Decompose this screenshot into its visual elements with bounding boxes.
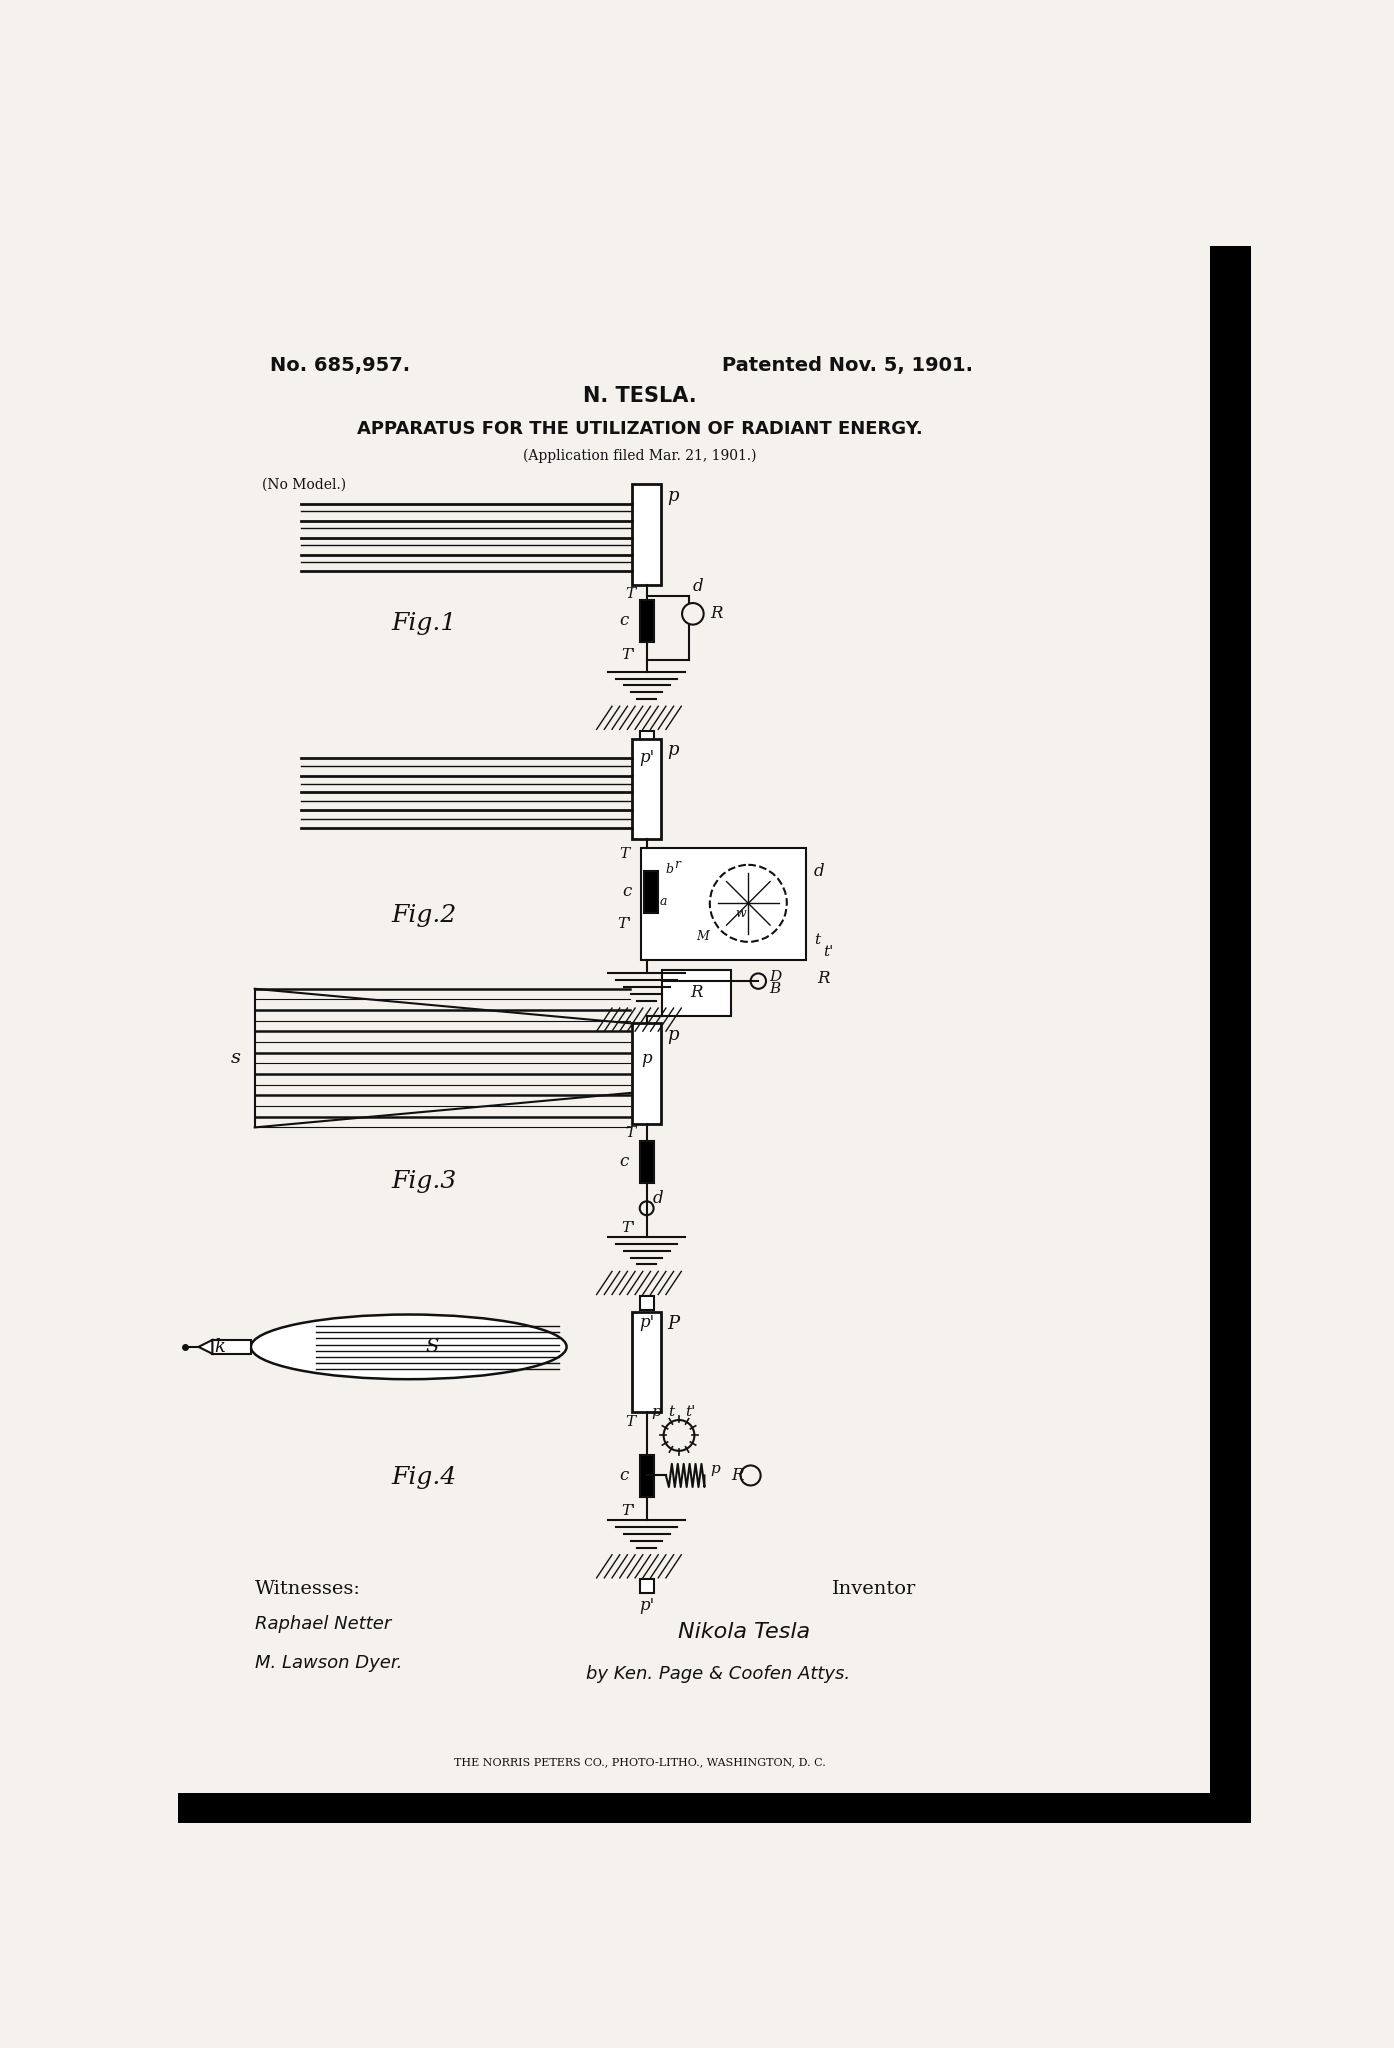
Bar xyxy=(640,1296,654,1311)
Text: Witnesses:: Witnesses: xyxy=(255,1581,361,1597)
Text: S: S xyxy=(425,1337,439,1356)
Text: p: p xyxy=(641,1051,652,1067)
Text: APPARATUS FOR THE UTILIZATION OF RADIANT ENERGY.: APPARATUS FOR THE UTILIZATION OF RADIANT… xyxy=(357,420,923,438)
Text: Nikola Tesla: Nikola Tesla xyxy=(679,1622,810,1642)
Text: (Application filed Mar. 21, 1901.): (Application filed Mar. 21, 1901.) xyxy=(523,449,757,463)
Text: (No Model.): (No Model.) xyxy=(262,477,347,492)
Text: T': T' xyxy=(618,918,631,932)
Text: p': p' xyxy=(638,748,654,766)
Text: p: p xyxy=(668,741,679,760)
Text: r: r xyxy=(675,858,680,870)
Bar xyxy=(640,1141,654,1184)
Text: Fig.4: Fig.4 xyxy=(392,1466,457,1489)
Text: c: c xyxy=(620,1153,629,1169)
Text: P: P xyxy=(668,1315,680,1333)
Text: Fig.1: Fig.1 xyxy=(392,612,457,635)
Text: t': t' xyxy=(686,1405,696,1419)
Bar xyxy=(631,1313,661,1413)
Text: w: w xyxy=(735,907,746,920)
Polygon shape xyxy=(198,1339,212,1354)
Text: T': T' xyxy=(622,1503,636,1518)
Text: a: a xyxy=(659,895,668,909)
Text: T: T xyxy=(626,1126,636,1141)
Text: B: B xyxy=(769,981,781,995)
Bar xyxy=(662,969,732,1016)
Text: D: D xyxy=(769,971,782,985)
Bar xyxy=(178,1794,1252,1833)
Text: d: d xyxy=(693,578,704,594)
Bar xyxy=(212,1339,251,1354)
Bar xyxy=(640,848,806,961)
Text: k: k xyxy=(215,1337,226,1356)
Text: p: p xyxy=(668,487,679,506)
Bar xyxy=(640,1579,654,1593)
Text: by Ken. Page & Coofen Attys.: by Ken. Page & Coofen Attys. xyxy=(585,1665,850,1683)
Text: c: c xyxy=(620,612,629,629)
Text: Patented Nov. 5, 1901.: Patented Nov. 5, 1901. xyxy=(722,356,973,375)
Bar xyxy=(640,1454,654,1497)
Text: p: p xyxy=(668,1026,679,1044)
Ellipse shape xyxy=(251,1315,566,1378)
Text: p: p xyxy=(711,1462,721,1477)
Text: d: d xyxy=(652,1190,664,1206)
Text: p': p' xyxy=(638,1313,654,1331)
Text: R: R xyxy=(818,971,829,987)
Text: R: R xyxy=(732,1466,744,1485)
Text: R: R xyxy=(690,985,703,1001)
Text: t: t xyxy=(668,1405,675,1419)
Text: THE NORRIS PETERS CO., PHOTO-LITHO., WASHINGTON, D. C.: THE NORRIS PETERS CO., PHOTO-LITHO., WAS… xyxy=(454,1757,825,1767)
Text: d: d xyxy=(814,862,824,879)
Text: N. TESLA.: N. TESLA. xyxy=(583,385,697,406)
Bar xyxy=(644,870,658,913)
Bar xyxy=(631,1024,661,1124)
Text: b: b xyxy=(666,862,673,877)
Bar xyxy=(631,485,661,584)
Bar xyxy=(631,739,661,840)
Text: T: T xyxy=(626,588,636,600)
Text: T': T' xyxy=(622,647,636,662)
Text: c: c xyxy=(623,883,631,901)
Text: T': T' xyxy=(622,1221,636,1235)
Text: No. 685,957.: No. 685,957. xyxy=(270,356,410,375)
Text: R: R xyxy=(710,606,722,623)
Bar xyxy=(1210,246,1256,1823)
Text: p: p xyxy=(651,1405,661,1419)
Text: Raphael Netter: Raphael Netter xyxy=(255,1616,390,1632)
Text: Fig.3: Fig.3 xyxy=(392,1169,457,1192)
Text: p': p' xyxy=(638,1597,654,1614)
Text: s: s xyxy=(231,1049,241,1067)
Text: T: T xyxy=(619,848,629,860)
Bar xyxy=(640,1032,654,1047)
Text: M: M xyxy=(696,930,708,942)
Text: Fig.2: Fig.2 xyxy=(392,903,457,928)
Text: c: c xyxy=(620,1466,629,1485)
Bar xyxy=(640,731,654,745)
Text: t': t' xyxy=(822,944,834,958)
Bar xyxy=(640,600,654,643)
Text: t: t xyxy=(814,934,820,948)
Text: M. Lawson Dyer.: M. Lawson Dyer. xyxy=(255,1653,401,1671)
Text: T: T xyxy=(626,1415,636,1430)
Text: Inventor: Inventor xyxy=(832,1581,916,1597)
